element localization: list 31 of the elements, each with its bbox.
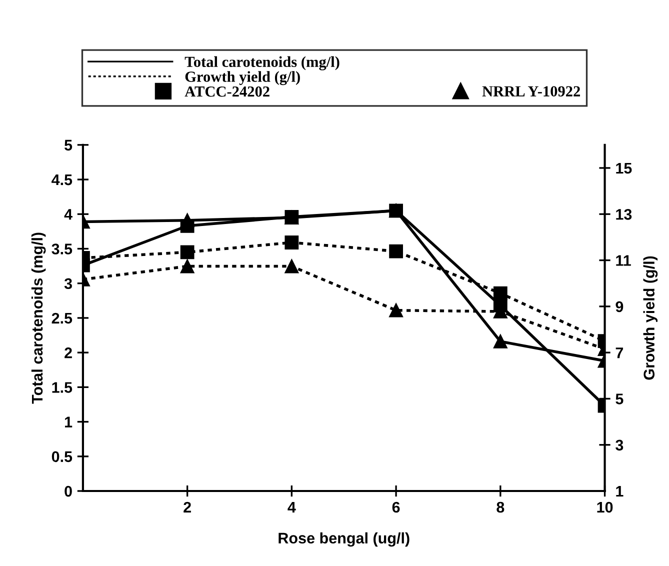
y-tick-label: 3.5 bbox=[52, 244, 72, 254]
y2-tick-label: 13 bbox=[616, 208, 632, 220]
y-tick-label: 2.5 bbox=[52, 312, 72, 324]
y2-tick-label: 1 bbox=[616, 486, 624, 497]
legend-label: ATCC-24202 bbox=[184, 86, 270, 97]
legend-label: NRRL Y-10922 bbox=[482, 86, 580, 96]
y-tick-label: 2 bbox=[64, 347, 72, 358]
y2-tick-label: 3 bbox=[616, 440, 624, 451]
y2-tick-label: 9 bbox=[616, 301, 624, 312]
y-tick-label: 0 bbox=[64, 486, 72, 497]
y-tick-label: 1.5 bbox=[52, 382, 72, 393]
y-tick-label: 0.5 bbox=[52, 451, 72, 462]
y-tick-label: 4 bbox=[64, 209, 72, 220]
text: Growth yield (g/l) bbox=[185, 71, 300, 86]
x-tick-label: 6 bbox=[392, 502, 400, 513]
x-axis-title: Rose bengal (ug/l) bbox=[278, 532, 410, 547]
x-tick-label: 10 bbox=[597, 502, 613, 513]
y2-tick-label: 11 bbox=[616, 255, 631, 266]
y2-axis-title: Growth yield (g/l) bbox=[643, 256, 658, 380]
x-tick-label: 8 bbox=[496, 502, 504, 513]
x-tick-label: 4 bbox=[288, 502, 296, 512]
y2-tick-label: 7 bbox=[616, 348, 624, 358]
y-tick-label: 1 bbox=[65, 416, 72, 428]
x-tick-label: 2 bbox=[184, 502, 191, 512]
y-axis-title: Total carotenoids (mg/l) bbox=[31, 232, 46, 404]
text: Total carotenoids (mg/l) bbox=[184, 56, 340, 70]
y2-tick-label: 15 bbox=[616, 162, 632, 174]
y-tick-label: 3 bbox=[64, 278, 72, 290]
y2-tick-label: 5 bbox=[616, 394, 624, 404]
y-tick-label: 4.5 bbox=[52, 174, 72, 186]
y-tick-label: 5 bbox=[64, 140, 72, 151]
